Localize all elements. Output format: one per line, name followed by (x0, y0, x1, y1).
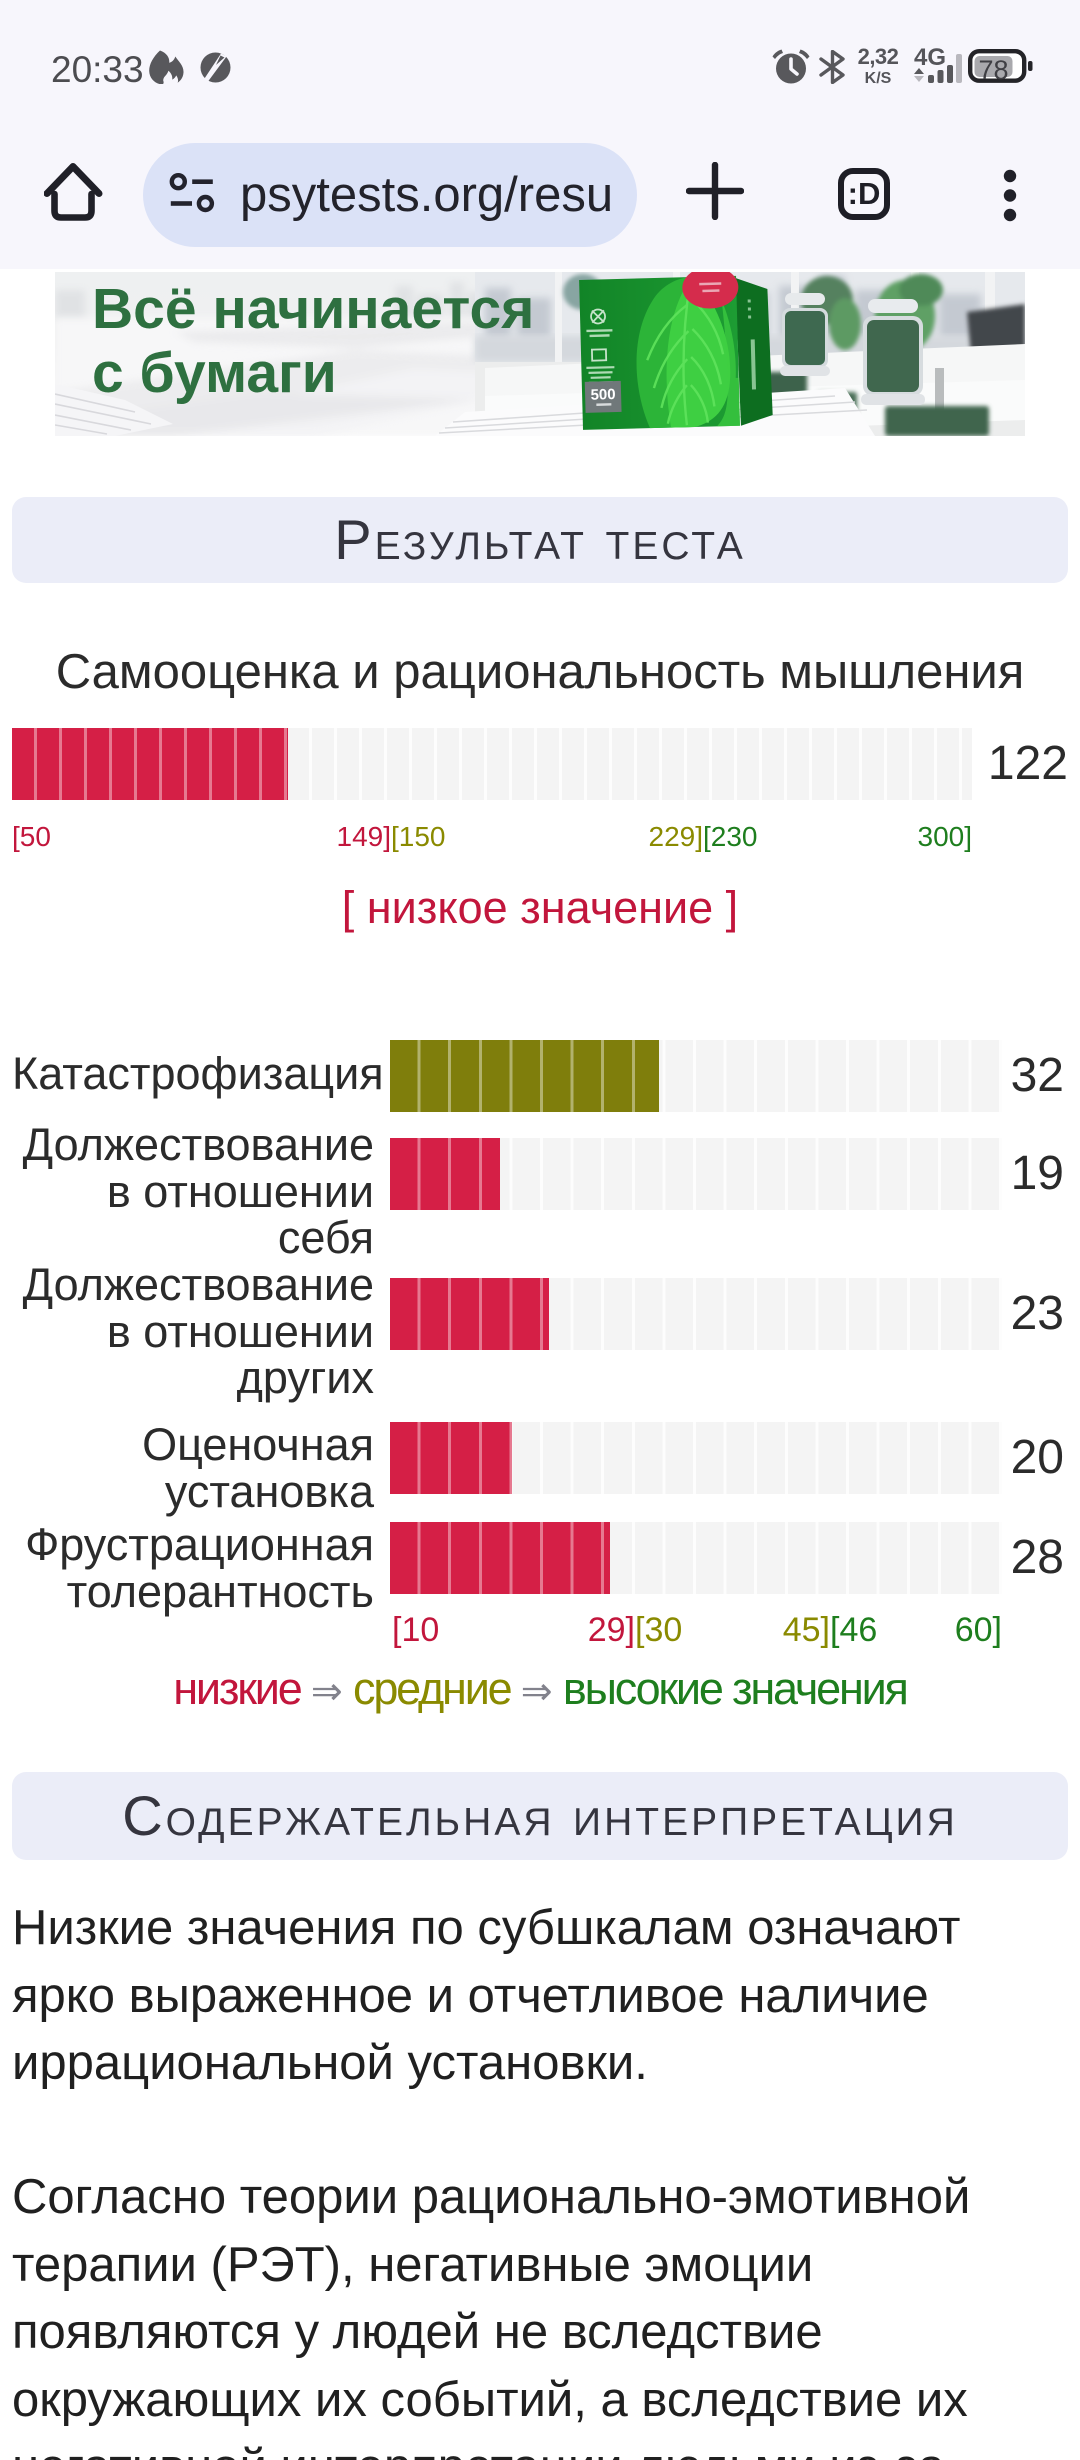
svg-text:Всё начинается: Всё начинается (92, 277, 534, 341)
svg-text:500: 500 (590, 386, 615, 404)
svg-text:с бумаги: с бумаги (92, 341, 337, 405)
